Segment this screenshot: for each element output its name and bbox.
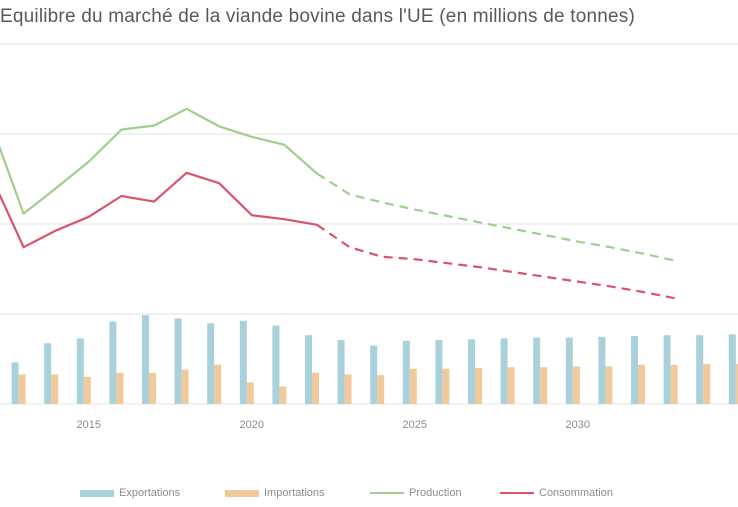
bar-exportations-2024 (435, 340, 443, 404)
legend-swatch-importations (225, 489, 259, 497)
bar-exportations-2014 (109, 321, 117, 404)
bar-importations-2018 (246, 382, 254, 404)
x-tick-label: 2020 (240, 419, 264, 431)
bar-exportations-2023 (402, 340, 410, 404)
x-tick-label: 2015 (77, 419, 101, 431)
market-chart: 2015 2020 2025 2030 (0, 43, 738, 431)
bar-exportations-2013 (76, 338, 84, 404)
line-consommation-projection (316, 223, 676, 300)
legend-item-consommation: Consommation (500, 484, 613, 502)
line-consommation-historical (0, 171, 318, 249)
bar-exportations-2015 (142, 315, 149, 404)
bar-exportations-2022 (370, 345, 378, 404)
bar-importations-2013 (83, 376, 91, 404)
legend-label: Exportations (119, 487, 181, 499)
legend-item-production: Production (370, 484, 462, 502)
x-axis-ticks: 2015 2020 2025 2030 (77, 419, 590, 431)
bar-exportations-2017 (207, 323, 215, 404)
bar-exportations-2011 (11, 362, 19, 404)
bar-exportations-2028 (565, 337, 573, 404)
bar-importations-2030 (638, 364, 645, 404)
bar-exportations-2032 (696, 335, 704, 404)
legend-swatch-consommation (500, 492, 534, 494)
legend: Exportations Importations Production Con… (0, 484, 738, 502)
bar-importations-2026 (507, 367, 515, 404)
bar-importations-2016 (181, 369, 189, 404)
legend-swatch-production (370, 492, 404, 494)
bar-importations-2032 (703, 364, 711, 404)
bar-exportations-2012 (44, 343, 52, 404)
bar-importations-2015 (149, 372, 156, 404)
bar-series (11, 315, 738, 404)
bar-importations-2023 (409, 368, 417, 404)
legend-swatch-exportations (80, 489, 114, 497)
x-tick-label: 2025 (403, 419, 427, 431)
bar-importations-2012 (51, 374, 59, 404)
line-series (0, 107, 676, 300)
gridlines (0, 43, 738, 405)
bar-exportations-2031 (663, 335, 671, 404)
bar-exportations-2025 (468, 339, 475, 404)
bar-importations-2027 (540, 367, 548, 404)
bar-importations-2014 (116, 372, 124, 404)
line-production-projection (316, 172, 676, 262)
bar-exportations-2018 (239, 320, 247, 404)
bar-importations-2025 (475, 368, 482, 404)
bar-importations-2024 (442, 368, 450, 404)
bar-exportations-2019 (272, 325, 280, 404)
bar-exportations-2021 (337, 340, 345, 404)
bar-importations-2017 (214, 364, 222, 404)
bar-importations-2022 (377, 375, 385, 404)
x-tick-label: 2030 (566, 419, 590, 431)
legend-label: Importations (264, 487, 325, 499)
bar-exportations-2027 (533, 337, 541, 404)
bar-exportations-2030 (631, 336, 638, 404)
bar-importations-2033 (735, 364, 738, 404)
bar-importations-2029 (605, 366, 613, 404)
legend-item-exportations: Exportations (80, 484, 180, 502)
bar-exportations-2016 (174, 318, 182, 404)
legend-item-importations: Importations (225, 484, 325, 502)
bar-importations-2011 (18, 374, 26, 404)
bar-exportations-2020 (305, 335, 312, 404)
legend-label: Production (409, 487, 462, 499)
bar-exportations-2026 (500, 338, 508, 404)
bar-importations-2021 (344, 374, 352, 404)
bar-importations-2028 (572, 366, 580, 404)
bar-exportations-2033 (728, 334, 736, 404)
bar-importations-2031 (670, 364, 678, 404)
line-production-historical (0, 107, 318, 215)
legend-label: Consommation (539, 487, 613, 499)
bar-importations-2019 (279, 386, 287, 404)
chart-title: Equilibre du marché de la viande bovine … (0, 6, 636, 27)
bar-exportations-2029 (598, 336, 606, 404)
bar-importations-2020 (312, 372, 319, 404)
